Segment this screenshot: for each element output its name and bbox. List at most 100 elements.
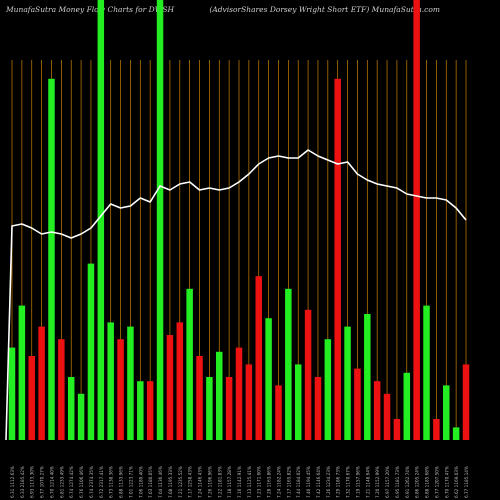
bar [304,309,312,440]
x-tick-label: 6.70 1170.47% [444,466,449,498]
chart-subtitle: (AdvisorShares Dorsey Wright Short ETF) … [209,5,440,14]
x-tick-label: 6.93 1173.30% [30,466,35,498]
x-tick-label: 7.16 1142.91% [237,466,242,498]
bar [255,276,262,440]
bar [245,364,253,440]
x-tick-label: 6.86 1205.24% [415,466,420,498]
x-tick-label: 7.03 1180.05% [148,466,153,498]
x-tick-label: 7.23 1171.60% [257,466,262,498]
bar [443,385,450,440]
x-tick-label: 7.19 1157.96% [355,466,360,498]
bar [275,385,282,440]
chart-title: MunafaSutra Money Flow Charts for DWSH [6,5,175,14]
x-tick-label: 6.88 1185.68% [425,466,430,498]
bar [67,377,75,440]
x-tick-label: 6.72 2317.41% [99,466,104,498]
x-tick-label: 6.91 1262.74% [405,466,410,498]
line-path [5,149,467,441]
bar [58,339,65,440]
bar [48,78,55,441]
x-tick-label: 7.13 1125.41% [247,466,252,498]
bar [344,326,351,440]
bar [265,318,272,440]
bar [285,288,292,440]
x-tick-label: 7.40 1194.45% [306,466,311,498]
x-tick-label: 6.74 2374.35% [89,466,94,498]
bar [8,347,16,440]
x-tick-label: 6.77 1207.50% [434,466,439,498]
bar [77,393,85,440]
bar [156,0,164,440]
x-tick-label: 7.28 1163.86% [267,466,272,498]
x-tick-label: 7.18 1157.28% [227,466,232,498]
bar [97,0,105,440]
x-tick-label: 7.24 1182.24% [276,466,281,498]
bar [383,393,391,440]
x-tick-label: 7.20 1152.99% [375,466,380,498]
bar [225,377,233,440]
x-tick-label: 7.42 1146.64% [316,466,321,498]
x-tick-label: 6.74 1274.42% [69,466,74,498]
bar [403,372,411,440]
x-tick-label: 6.95 1181.73% [395,466,400,498]
bar [38,326,45,440]
x-tick-label: 7.21 1235.52% [178,466,183,498]
bar [186,288,193,440]
bar [206,377,213,440]
bar [334,78,341,441]
bar [433,419,440,440]
bar [314,377,322,440]
x-tick-label: 6.97 1157.20% [385,466,390,498]
x-tick-label: 7.01 1223.71% [128,466,133,498]
bar [137,381,144,440]
x-tick-label: 6.88 1133.96% [119,466,124,498]
bar [324,339,332,440]
bar [413,0,420,440]
bar [166,335,174,440]
x-tick-label: 6.70 1214.40% [49,466,54,498]
bar [87,263,95,440]
bar [18,305,26,440]
x-tick-label: 7.21 1148.64% [365,466,370,498]
x-tick-label: 7.26 1196.96% [207,466,212,498]
bar [127,326,134,440]
bar [364,314,371,440]
x-tick-label: 7.17 1258.43% [188,466,193,498]
x-tick-label: 7.17 1165.82% [286,466,291,498]
bar [354,368,361,440]
x-tick-label: 6.76 1106.46% [79,466,84,498]
bar [28,356,35,440]
x-tick-label: 7.06 1189.40% [138,466,143,498]
x-tick-label: 6.62 1169.03% [454,466,459,498]
x-tick-label: 7.32 1170.67% [346,466,351,498]
price-line [5,149,467,441]
x-tick-label: 7.08 1195.33% [168,466,173,498]
bar [452,427,460,440]
bar [294,364,302,440]
x-tick-label: 7.04 1136.46% [158,466,163,498]
x-tick-label: 7.22 1181.83% [217,466,222,498]
x-tick-label: 6.81 1233.49% [59,466,64,498]
bar [176,322,184,440]
x-tick-label: 6.77 1070.27% [40,466,45,498]
bar [462,364,470,440]
bar [373,381,381,440]
bar-series [8,0,470,441]
x-tick-label: 7.44 1184.02% [296,466,301,498]
x-tick-label: 6.77 1185.14% [464,466,469,498]
x-tick-label: 7.26 1234.23% [326,466,331,498]
bar [146,381,154,440]
x-tick-label: 6.73 1138.36% [109,466,114,498]
x-tick-labels: 6.31 1112.63% 6.33 2185.42% 6.93 1173.30% 6… [10,466,469,498]
bar [235,347,243,440]
x-tick-label: 6.33 2185.42% [20,466,25,498]
x-tick-label: 6.31 1112.63% [10,466,15,498]
bar [216,351,223,440]
bar [107,322,114,440]
x-tick-label: 7.24 1146.43% [198,466,203,498]
bar [196,356,203,440]
bar [423,305,430,440]
bar [393,419,401,440]
x-tick-label: 7.29 1186.73% [336,466,341,498]
